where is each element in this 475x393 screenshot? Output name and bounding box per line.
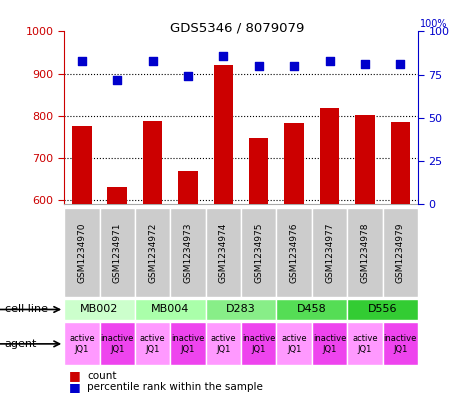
- Text: active
JQ1: active JQ1: [210, 334, 236, 354]
- Text: inactive
JQ1: inactive JQ1: [242, 334, 276, 354]
- Text: GSM1234975: GSM1234975: [254, 222, 263, 283]
- Bar: [347, 208, 383, 297]
- Bar: [355, 116, 375, 393]
- Bar: [170, 208, 206, 297]
- Bar: [312, 208, 347, 297]
- Bar: [135, 322, 171, 365]
- Text: GSM1234977: GSM1234977: [325, 222, 334, 283]
- Point: [114, 77, 121, 83]
- Bar: [135, 208, 171, 297]
- Bar: [390, 122, 410, 393]
- Bar: [64, 208, 100, 297]
- Text: cell line: cell line: [5, 305, 48, 314]
- Bar: [214, 65, 233, 393]
- Point: [290, 63, 298, 69]
- Text: D283: D283: [226, 305, 256, 314]
- Bar: [99, 322, 135, 365]
- Bar: [320, 108, 339, 393]
- Bar: [206, 299, 276, 320]
- Point: [78, 58, 86, 64]
- Text: GSM1234978: GSM1234978: [361, 222, 370, 283]
- Text: D458: D458: [297, 305, 327, 314]
- Bar: [347, 299, 418, 320]
- Text: GSM1234970: GSM1234970: [77, 222, 86, 283]
- Bar: [276, 208, 312, 297]
- Text: active
JQ1: active JQ1: [281, 334, 307, 354]
- Bar: [72, 126, 92, 393]
- Bar: [107, 187, 127, 393]
- Bar: [249, 138, 268, 393]
- Text: GSM1234974: GSM1234974: [219, 222, 228, 283]
- Bar: [285, 123, 304, 393]
- Text: ■: ■: [69, 380, 81, 393]
- Point: [361, 61, 369, 68]
- Text: active
JQ1: active JQ1: [69, 334, 95, 354]
- Bar: [347, 322, 383, 365]
- Point: [184, 73, 192, 79]
- Text: 100%: 100%: [420, 20, 448, 29]
- Point: [219, 53, 227, 59]
- Bar: [383, 208, 418, 297]
- Point: [149, 58, 156, 64]
- Text: percentile rank within the sample: percentile rank within the sample: [87, 382, 263, 392]
- Bar: [276, 322, 312, 365]
- Text: agent: agent: [5, 339, 37, 349]
- Text: D556: D556: [368, 305, 398, 314]
- Bar: [383, 322, 418, 365]
- Bar: [64, 299, 135, 320]
- Text: inactive
JQ1: inactive JQ1: [384, 334, 417, 354]
- Text: count: count: [87, 371, 116, 381]
- Text: MB004: MB004: [151, 305, 190, 314]
- Text: GSM1234971: GSM1234971: [113, 222, 122, 283]
- Bar: [178, 171, 198, 393]
- Bar: [276, 299, 347, 320]
- Bar: [99, 208, 135, 297]
- Text: inactive
JQ1: inactive JQ1: [101, 334, 134, 354]
- Text: ■: ■: [69, 369, 81, 382]
- Point: [326, 58, 333, 64]
- Text: active
JQ1: active JQ1: [140, 334, 165, 354]
- Bar: [64, 322, 100, 365]
- Text: GSM1234979: GSM1234979: [396, 222, 405, 283]
- Bar: [206, 208, 241, 297]
- Point: [397, 61, 404, 68]
- Bar: [241, 208, 276, 297]
- Bar: [135, 299, 206, 320]
- Text: MB002: MB002: [80, 305, 119, 314]
- Text: inactive
JQ1: inactive JQ1: [171, 334, 205, 354]
- Bar: [312, 322, 347, 365]
- Text: inactive
JQ1: inactive JQ1: [313, 334, 346, 354]
- Text: GSM1234976: GSM1234976: [290, 222, 299, 283]
- Bar: [206, 322, 241, 365]
- Bar: [170, 322, 206, 365]
- Bar: [143, 121, 162, 393]
- Text: GSM1234973: GSM1234973: [183, 222, 192, 283]
- Text: active
JQ1: active JQ1: [352, 334, 378, 354]
- Text: GDS5346 / 8079079: GDS5346 / 8079079: [171, 22, 304, 35]
- Bar: [241, 322, 276, 365]
- Point: [255, 63, 263, 69]
- Text: GSM1234972: GSM1234972: [148, 222, 157, 283]
